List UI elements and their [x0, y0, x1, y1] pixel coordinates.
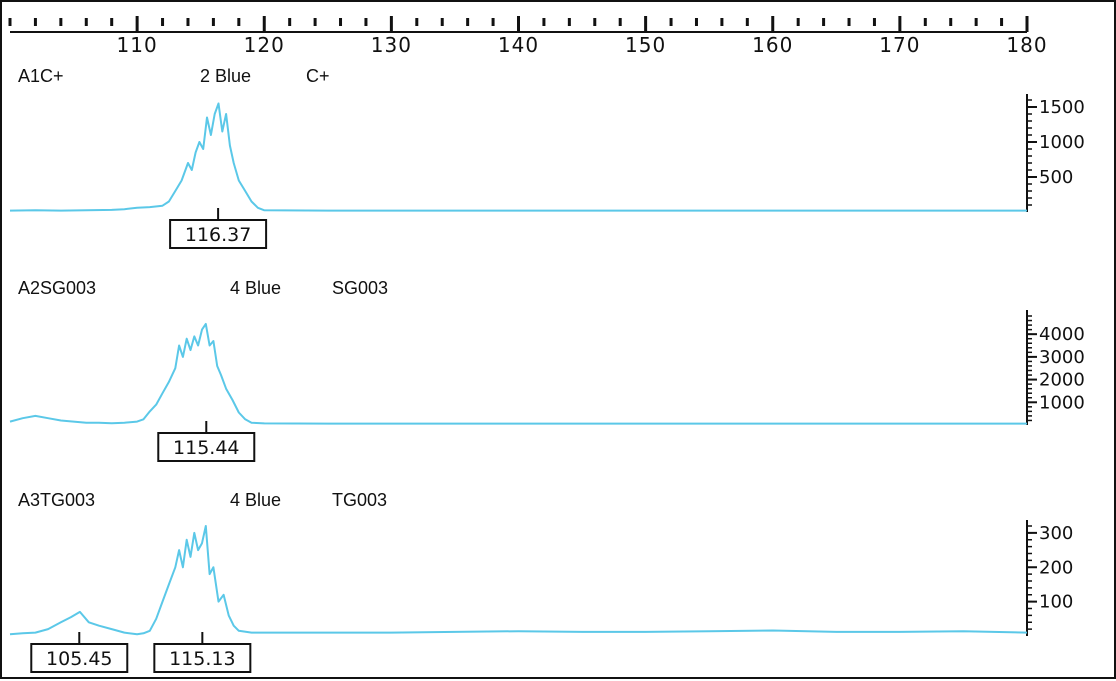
x-tick-label-150: 150 [625, 33, 666, 57]
panel-1-y-tick-label-1000: 1000 [1039, 132, 1085, 153]
panel-2-peak-box-0 [157, 432, 256, 462]
x-tick-label-160: 160 [752, 33, 793, 57]
x-tick-label-170: 170 [879, 33, 920, 57]
panel-3-marker: TG003 [332, 490, 387, 510]
x-tick-label-180: 180 [1006, 33, 1047, 57]
panel-1-y-tick-label-500: 500 [1039, 167, 1073, 188]
panel-3-sample-name: A3TG003 [18, 490, 95, 510]
panel-3-dye: 4 Blue [230, 490, 281, 510]
panel-2-y-tick-label-4000: 4000 [1039, 324, 1085, 345]
x-tick-label-130: 130 [371, 33, 412, 57]
panel-1-peak-box-0 [169, 219, 268, 249]
panel-3-y-tick-label-200: 200 [1039, 557, 1073, 578]
panel-3-peak-box-1 [153, 643, 252, 673]
panel-2-y-tick-label-2000: 2000 [1039, 370, 1085, 391]
panel-2-peak-label-0: 115.44 [173, 437, 239, 459]
panel-2-y-tick-label-3000: 3000 [1039, 347, 1085, 368]
panel-3-trace [9, 525, 1028, 636]
panel-3-y-tick-label-100: 100 [1039, 592, 1073, 613]
panel-2-dye: 4 Blue [230, 278, 281, 298]
panel-2-y-tick-label-1000: 1000 [1039, 392, 1085, 413]
x-tick-label-120: 120 [244, 33, 285, 57]
panel-1-sample-name: A1C+ [18, 66, 64, 86]
panel-1-peak-label-0: 116.37 [185, 224, 251, 246]
x-tick-label-110: 110 [117, 33, 158, 57]
panel-2-sample-name: A2SG003 [18, 278, 96, 298]
panel-1-trace [9, 102, 1027, 212]
panel-3-peak-label-0: 105.45 [46, 648, 112, 670]
panel-1-marker: C+ [306, 66, 330, 86]
panel-2-trace [9, 322, 1027, 425]
panel-3-y-tick-label-300: 300 [1039, 523, 1073, 544]
panel-2-marker: SG003 [332, 278, 388, 298]
panel-3-peak-box-0 [30, 643, 129, 673]
x-tick-label-140: 140 [498, 33, 539, 57]
panel-1-y-tick-label-1500: 1500 [1039, 97, 1085, 118]
panel-3-peak-label-1: 115.13 [169, 648, 235, 670]
panel-1-dye: 2 Blue [200, 66, 251, 86]
